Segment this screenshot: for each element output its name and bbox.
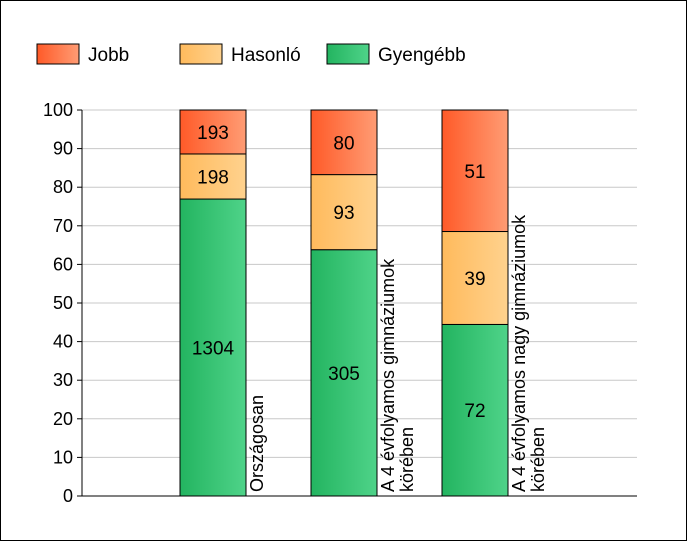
data-label-hasonló-0: 198 bbox=[197, 167, 229, 188]
data-label-gyengébb-2: 72 bbox=[464, 401, 485, 422]
legend: Jobb Hasonló Gyengébb bbox=[36, 43, 466, 66]
legend-swatch-jobb bbox=[36, 43, 80, 65]
y-tick-label-30: 30 bbox=[53, 370, 73, 390]
category-label-2: A 4 évfolyamos nagy gimnáziumokkörében bbox=[509, 214, 548, 492]
legend-label-jobb: Jobb bbox=[88, 45, 129, 66]
bar-segment-jobb-0 bbox=[179, 109, 247, 155]
y-tick-label-0: 0 bbox=[63, 486, 73, 506]
legend-label-hasonló: Hasonló bbox=[231, 45, 301, 66]
bar-segment-gyengébb-2 bbox=[441, 323, 509, 497]
data-label-jobb-0: 193 bbox=[197, 123, 229, 144]
category-label-0: Országosan bbox=[247, 395, 267, 492]
y-tick-label-60: 60 bbox=[53, 254, 73, 274]
data-label-jobb-1: 80 bbox=[333, 133, 354, 154]
y-tick-label-80: 80 bbox=[53, 177, 73, 197]
legend-swatch-gyengébb bbox=[326, 43, 370, 65]
y-tick-label-100: 100 bbox=[43, 100, 73, 120]
data-label-gyengébb-1: 305 bbox=[328, 364, 360, 385]
data-label-gyengébb-0: 1304 bbox=[192, 339, 235, 360]
bar-segment-gyengébb-1 bbox=[310, 249, 378, 497]
legend-label-gyengébb: Gyengébb bbox=[378, 45, 466, 66]
data-label-hasonló-2: 39 bbox=[464, 269, 485, 290]
y-tick-label-90: 90 bbox=[53, 139, 73, 159]
bar-segment-hasonló-2 bbox=[441, 231, 509, 325]
bar-segment-gyengébb-0 bbox=[179, 198, 247, 497]
y-tick-label-50: 50 bbox=[53, 293, 73, 313]
bar-segment-jobb-1 bbox=[310, 109, 378, 176]
y-tick-label-10: 10 bbox=[53, 447, 73, 467]
bar-segment-hasonló-0 bbox=[179, 153, 247, 200]
y-tick-label-70: 70 bbox=[53, 216, 73, 236]
legend-swatch-hasonló bbox=[179, 43, 223, 65]
bar-segment-jobb-2 bbox=[441, 109, 509, 233]
y-tick-label-40: 40 bbox=[53, 332, 73, 352]
category-label-1: A 4 évfolyamos gimnáziumokkörében bbox=[378, 258, 417, 492]
bars: 1304 198 193 305 93 80 72 39 51 bbox=[179, 109, 509, 497]
bar-segment-hasonló-1 bbox=[310, 174, 378, 251]
data-label-jobb-2: 51 bbox=[464, 162, 485, 183]
y-axis: 0 10 20 30 40 50 60 70 80 90 100 bbox=[43, 100, 637, 506]
data-label-hasonló-1: 93 bbox=[333, 203, 354, 224]
y-tick-label-20: 20 bbox=[53, 409, 73, 429]
category-labels: Országosan A 4 évfolyamos gimnáziumokköré… bbox=[247, 214, 548, 492]
